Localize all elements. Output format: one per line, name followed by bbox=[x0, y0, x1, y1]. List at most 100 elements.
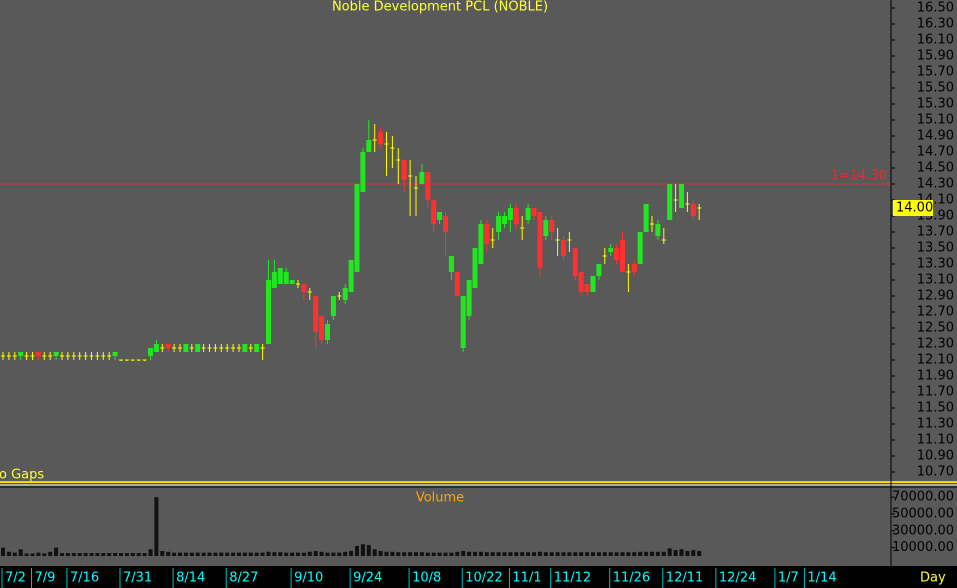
volume-bar bbox=[532, 552, 536, 556]
volume-bar bbox=[661, 551, 666, 556]
candle-body bbox=[153, 344, 159, 352]
y-tick-label: 14.50 bbox=[917, 161, 954, 176]
volume-bar bbox=[142, 553, 147, 556]
candle-body bbox=[484, 224, 490, 244]
candle-body bbox=[466, 280, 472, 316]
volume-bar bbox=[697, 550, 702, 556]
volume-bar bbox=[266, 551, 271, 556]
y-tick-label: 10.70 bbox=[917, 465, 954, 480]
volume-bar bbox=[201, 552, 206, 556]
y2-tick-label: 10000.00 bbox=[892, 540, 954, 555]
y-tick-label: 13.10 bbox=[917, 273, 954, 288]
x-tick-label: 8/14 bbox=[176, 571, 205, 586]
volume-bar bbox=[431, 552, 436, 556]
candle-body bbox=[643, 204, 649, 232]
volume-bar bbox=[555, 552, 560, 556]
candle-body bbox=[18, 352, 24, 356]
volume-bar bbox=[673, 550, 678, 556]
volume-bar bbox=[573, 552, 578, 556]
volume-bar bbox=[537, 551, 542, 556]
volume-bar bbox=[178, 552, 182, 556]
y-tick-label: 14.70 bbox=[917, 145, 954, 160]
volume-bar bbox=[248, 552, 253, 556]
y-tick-label: 15.10 bbox=[917, 113, 954, 128]
volume-bar bbox=[502, 552, 507, 556]
volume-bar bbox=[366, 545, 371, 556]
candle-body bbox=[360, 152, 366, 192]
gaps-note: o Gaps bbox=[0, 468, 44, 483]
volume-bar bbox=[331, 552, 336, 556]
volume-bar bbox=[520, 552, 525, 556]
candle-body bbox=[537, 212, 543, 268]
candle-body bbox=[112, 352, 118, 356]
volume-bar bbox=[319, 551, 324, 556]
candle-body bbox=[431, 200, 437, 224]
candle-body bbox=[525, 208, 531, 220]
volume-bar bbox=[655, 551, 660, 556]
x-tick-label: 9/10 bbox=[294, 571, 323, 586]
x-tick-label: 10/8 bbox=[412, 571, 441, 586]
y-tick-label: 13.70 bbox=[917, 225, 954, 240]
volume-bar bbox=[390, 551, 395, 556]
volume-bar bbox=[691, 550, 696, 556]
volume-bar bbox=[24, 553, 29, 556]
candle-body bbox=[325, 324, 330, 340]
y2-tick-label: 70000.00 bbox=[892, 490, 954, 505]
volume-bar bbox=[384, 551, 389, 556]
volume-bar bbox=[626, 552, 631, 556]
volume-bar bbox=[414, 552, 418, 556]
y-tick-label: 16.10 bbox=[917, 33, 954, 48]
candle-body bbox=[319, 316, 325, 340]
x-tick-label: 11/12 bbox=[554, 571, 591, 586]
volume-bar bbox=[65, 553, 70, 556]
y-tick-label: 12.10 bbox=[917, 353, 954, 368]
y2-tick-label: 50000.00 bbox=[892, 507, 954, 522]
candle-body bbox=[614, 248, 620, 260]
volume-bar bbox=[54, 547, 59, 556]
volume-bar bbox=[219, 552, 224, 556]
candle-body bbox=[354, 184, 360, 272]
volume-title: Volume bbox=[416, 491, 464, 506]
volume-bar bbox=[95, 553, 100, 556]
volume-bar bbox=[360, 544, 365, 556]
candle-body bbox=[531, 208, 537, 216]
candle-body bbox=[637, 232, 643, 264]
price-line-label: 1=14.30 bbox=[831, 169, 887, 184]
y-tick-label: 13.30 bbox=[917, 257, 954, 272]
volume-bar bbox=[231, 552, 236, 556]
candle-body bbox=[690, 204, 696, 216]
volume-bar bbox=[130, 553, 135, 556]
volume-bar bbox=[419, 552, 424, 556]
volume-bar bbox=[301, 552, 306, 556]
volume-bar bbox=[490, 552, 495, 556]
candle-body bbox=[53, 352, 59, 356]
x-tick-label: 9/24 bbox=[353, 571, 382, 586]
candle-body bbox=[460, 296, 466, 348]
volume-bar bbox=[136, 553, 141, 556]
volume-bar bbox=[372, 549, 377, 556]
volume-bar bbox=[461, 550, 466, 556]
volume-bar bbox=[608, 552, 613, 556]
x-tick-label: 11/1 bbox=[512, 571, 541, 586]
volume-bar bbox=[113, 553, 118, 556]
volume-bar bbox=[107, 553, 112, 556]
candle-body bbox=[561, 240, 566, 256]
volume-bar bbox=[337, 552, 342, 556]
x-tick-label: 7/16 bbox=[70, 571, 99, 586]
last-price-box bbox=[893, 200, 933, 216]
volume-bar bbox=[213, 552, 218, 556]
chart-title: Noble Development PCL (NOBLE) bbox=[332, 0, 548, 15]
x-tick-label: 7/2 bbox=[5, 571, 26, 586]
x-tick-label: 1/7 bbox=[778, 571, 799, 586]
volume-bar bbox=[614, 552, 619, 556]
candle-body bbox=[572, 248, 578, 276]
volume-bar bbox=[478, 551, 483, 556]
volume-bar bbox=[290, 552, 295, 556]
last-price-label: 14.00 bbox=[896, 201, 933, 216]
x-tick-label: 7/31 bbox=[123, 571, 152, 586]
y-tick-label: 12.30 bbox=[917, 337, 954, 352]
candle-body bbox=[35, 352, 41, 356]
x-tick-label: 11/26 bbox=[613, 571, 650, 586]
volume-bar bbox=[83, 553, 88, 556]
candle-body bbox=[378, 132, 384, 144]
